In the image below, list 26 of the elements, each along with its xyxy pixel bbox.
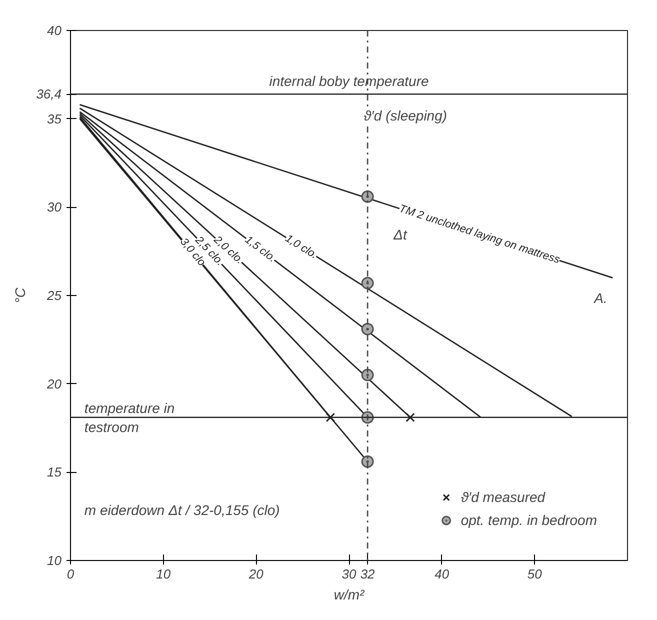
y-tick-label: 35 xyxy=(47,111,62,126)
ref-line-label: internal boby temperature xyxy=(269,73,429,90)
y-tick-label: 40 xyxy=(47,23,62,38)
legend-label: ϑ′d measured xyxy=(460,489,546,505)
x-tick-label: 20 xyxy=(248,566,264,582)
annotation: m eiderdown Δt / 32-0,155 (clo) xyxy=(84,502,280,518)
x-tick-label: 0 xyxy=(66,566,75,582)
x-axis-title: w/m² xyxy=(334,586,366,602)
annotation: A. xyxy=(593,290,608,306)
y-tick-label: 36,4 xyxy=(36,86,62,102)
legend-label: opt. temp. in bedroom xyxy=(460,512,597,528)
ref-line-label: temperature in testroom xyxy=(84,400,175,435)
y-tick-label: 15 xyxy=(47,464,62,480)
y-tick-label: 25 xyxy=(46,288,62,303)
y-tick-label: 10 xyxy=(47,553,62,568)
x-tick-label: 50 xyxy=(527,566,543,582)
ref-line-label: ϑ′d (sleeping) xyxy=(364,107,448,124)
text: 1,0 clo. xyxy=(282,232,320,262)
text: 1,5 clo. xyxy=(242,234,278,265)
x-tick-label: 40 xyxy=(434,566,450,582)
x-tick-label: 32 xyxy=(360,566,376,582)
y-tick-label: 30 xyxy=(47,200,62,215)
y-axis-title: °C xyxy=(12,286,28,304)
x-tick-label: 10 xyxy=(156,566,172,582)
x-tick-label: 30 xyxy=(342,566,357,582)
y-tick-label: 20 xyxy=(46,376,62,392)
